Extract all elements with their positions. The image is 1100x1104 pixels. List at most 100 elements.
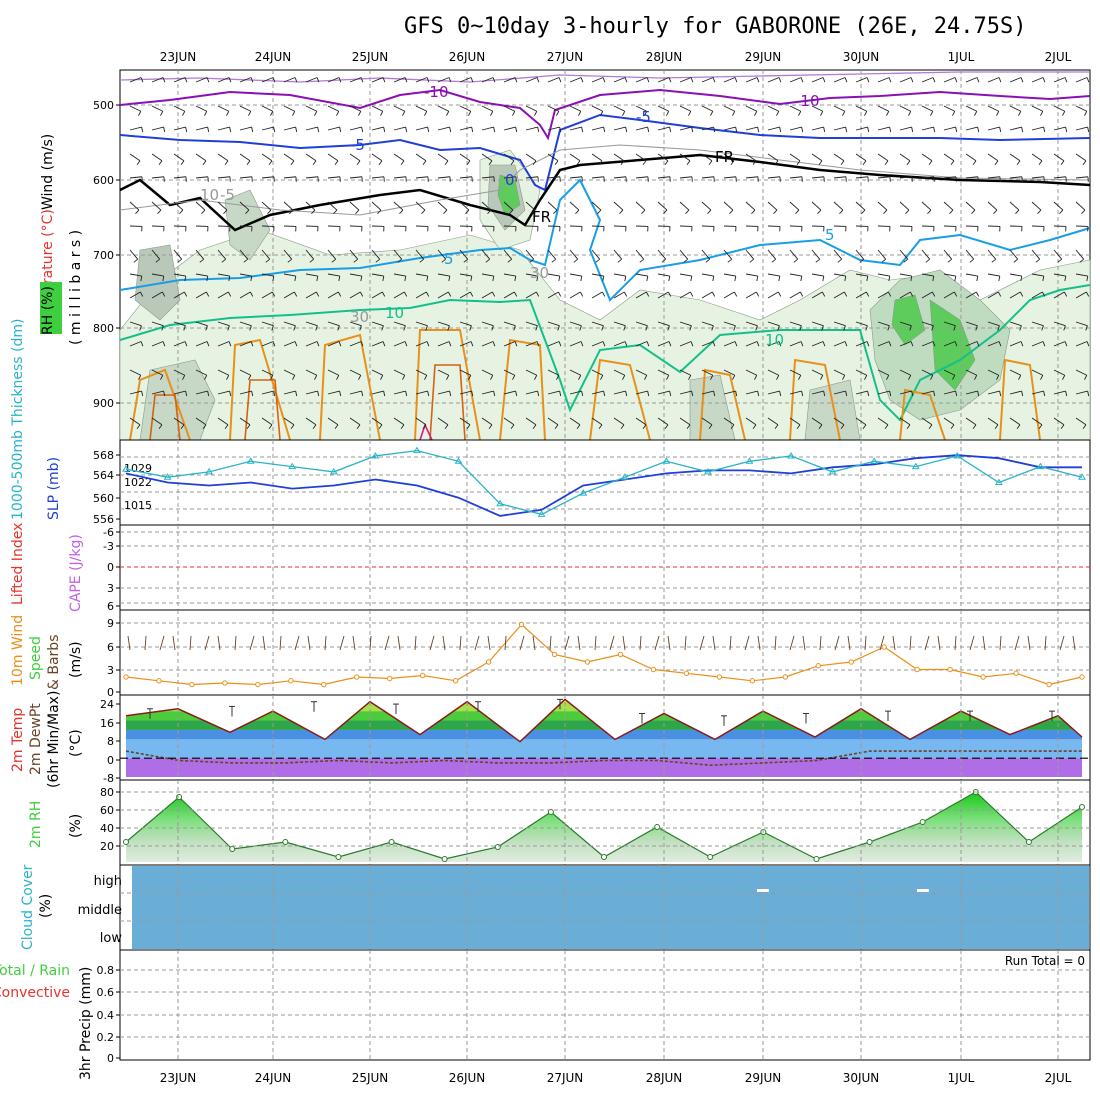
wind10-point — [585, 660, 589, 664]
precip-panel-frame — [120, 950, 1090, 1060]
date-label-top: 30JUN — [843, 50, 880, 64]
date-label-bottom: 26JUN — [449, 1071, 486, 1085]
wind10-point — [355, 675, 359, 679]
rh-point — [283, 840, 288, 845]
rh-point — [1080, 805, 1085, 810]
y-tick-label: 0 — [107, 1052, 114, 1065]
date-label-top: 1JUL — [948, 50, 975, 64]
slp-right-tick: 1015 — [124, 499, 152, 512]
y-tick-label: 560 — [93, 492, 114, 505]
rh-label: RH (%) — [40, 286, 56, 335]
rh-point — [814, 857, 819, 862]
rh-point — [867, 840, 872, 845]
rh-shade — [805, 380, 860, 440]
date-label-bottom: 29JUN — [745, 1071, 782, 1085]
date-label-top: 29JUN — [745, 50, 782, 64]
y-tick-label: 0.8 — [97, 964, 115, 977]
cloud-gap-2 — [917, 889, 929, 892]
rh-point — [708, 855, 713, 860]
wind10-point — [519, 622, 523, 626]
wind10-point — [651, 667, 655, 671]
wind10-point — [849, 660, 853, 664]
rh2m-units: (%) — [68, 814, 84, 838]
rh-point — [442, 857, 447, 862]
date-label-bottom: 2JUL — [1045, 1071, 1072, 1085]
temp-label-c: (6hr Min/Max) — [46, 691, 62, 788]
cloud-label: Cloud Cover — [20, 864, 36, 950]
wind10-point — [124, 675, 128, 679]
contour-label: 5 — [444, 250, 454, 268]
cloud-units: (%) — [38, 894, 54, 918]
contour-label: 30 — [530, 264, 549, 282]
rh-point — [336, 855, 341, 860]
precip-label-a: Total / Rain — [0, 963, 70, 979]
y-tick-label: 20 — [100, 840, 114, 853]
y-tick-label: 556 — [93, 513, 114, 526]
date-label-bottom: 24JUN — [255, 1071, 292, 1085]
date-label-top: 25JUN — [352, 50, 389, 64]
date-label-bottom: 23JUN — [160, 1071, 197, 1085]
temp-units: (°C) — [68, 729, 84, 757]
wind10-point — [388, 676, 392, 680]
contour-label: -5 — [350, 136, 365, 154]
wind10-label-a: 10m Wind — [10, 615, 26, 686]
y-tick-label: 564 — [93, 469, 114, 482]
date-label-bottom: 25JUN — [352, 1071, 389, 1085]
cloud-level-label: middle — [78, 903, 122, 918]
y-tick-label: 500 — [93, 99, 114, 112]
wind10-units: (m/s) — [68, 641, 84, 678]
rh-point — [230, 847, 235, 852]
y-tick-label: 600 — [93, 174, 114, 187]
wind10-point — [157, 679, 161, 683]
y-tick-label: 0.2 — [97, 1031, 115, 1044]
wind10-point — [717, 675, 721, 679]
wind-label: Wind (m/s) — [40, 134, 56, 210]
y-tick-label: 6 — [107, 600, 114, 613]
date-label-top: 24JUN — [255, 50, 292, 64]
wind10-point — [486, 660, 490, 664]
rh-point — [124, 840, 129, 845]
thickness-label: 1000-500mb Thickness (dm) — [10, 319, 26, 520]
y-tick-label: 8 — [107, 735, 114, 748]
contour-label: 0 — [505, 171, 515, 189]
millibars-label: ( m i l l i b a r s ) — [68, 230, 84, 345]
wind10-point — [618, 652, 622, 656]
date-label-top: 26JUN — [449, 50, 486, 64]
contour-label: -10 — [424, 83, 449, 101]
date-label-top: 23JUN — [160, 50, 197, 64]
li-label: Lifted Index — [10, 523, 26, 605]
wind10-point — [190, 682, 194, 686]
rh-point — [495, 845, 500, 850]
y-tick-label: 700 — [93, 249, 114, 262]
precip-label-b: Convective — [0, 985, 70, 1001]
rh-point — [389, 840, 394, 845]
y-tick-label: 60 — [100, 804, 114, 817]
upper-axis-titles: Wind (m/s) Temperature (°C) RH (%) ( m i… — [40, 134, 84, 345]
cloud-level-label: low — [100, 931, 123, 946]
y-tick-label: 80 — [100, 786, 114, 799]
wind10-point — [882, 645, 886, 649]
contour-label: 30 — [350, 308, 369, 326]
wind10-point — [453, 679, 457, 683]
wind10-point — [1014, 671, 1018, 675]
cape-label: CAPE (J/kg) — [68, 534, 84, 612]
rh-point — [602, 855, 607, 860]
slp-label: SLP (mb) — [46, 457, 62, 520]
y-tick-label: 900 — [93, 397, 114, 410]
rh-point — [920, 820, 925, 825]
wind10-point — [915, 667, 919, 671]
wind10-label-b: Speed — [28, 636, 44, 680]
wind10-label-c: & Barbs — [46, 635, 62, 691]
contour-label: -5 — [220, 186, 235, 204]
date-label-top: 2JUL — [1045, 50, 1072, 64]
y-tick-label: 0.6 — [97, 986, 115, 999]
y-tick-label: 9 — [107, 617, 114, 630]
